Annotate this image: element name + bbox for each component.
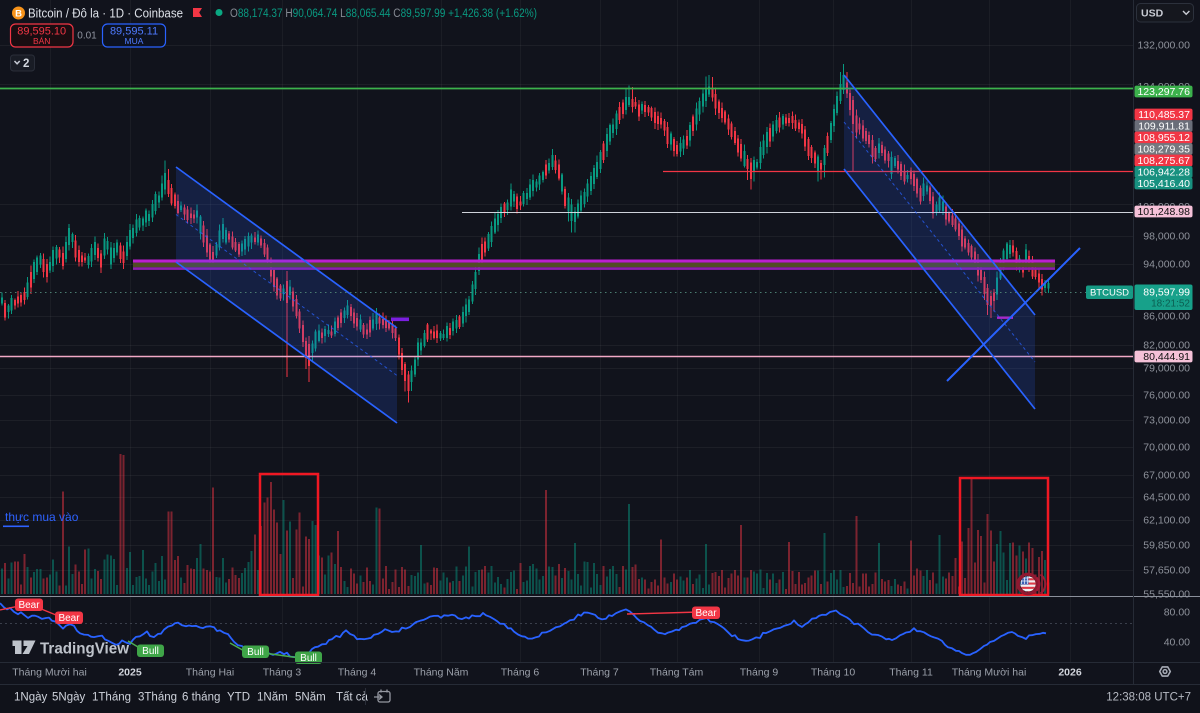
svg-text:110,485.37: 110,485.37 (1138, 109, 1190, 121)
svg-text:Bull: Bull (300, 653, 317, 664)
svg-text:79,000.00: 79,000.00 (1143, 363, 1190, 375)
svg-text:B: B (15, 8, 22, 19)
svg-text:2: 2 (23, 58, 29, 70)
svg-text:Tháng Mười hai: Tháng Mười hai (952, 667, 1027, 679)
svg-text:Tháng Hai: Tháng Hai (186, 667, 234, 679)
svg-text:O88,174.37 H90,064.74 L88,065.: O88,174.37 H90,064.74 L88,065.44 C89,597… (230, 8, 537, 20)
svg-text:Tháng Tám: Tháng Tám (650, 667, 704, 679)
svg-text:73,000.00: 73,000.00 (1143, 415, 1190, 427)
svg-text:55,550.00: 55,550.00 (1143, 589, 1190, 601)
svg-text:108,279.35: 108,279.35 (1137, 144, 1190, 156)
svg-text:67,000.00: 67,000.00 (1143, 470, 1190, 482)
svg-text:105,416.40: 105,416.40 (1137, 178, 1190, 190)
svg-text:TradingView: TradingView (40, 641, 130, 658)
svg-text:108,955.12: 108,955.12 (1137, 132, 1190, 144)
svg-text:Bear: Bear (18, 600, 40, 611)
svg-text:Tháng 7: Tháng 7 (580, 667, 619, 679)
svg-text:86,000.00: 86,000.00 (1143, 311, 1190, 323)
svg-text:80,444.91: 80,444.91 (1143, 351, 1190, 363)
svg-text:1Tháng: 1Tháng (92, 692, 131, 704)
svg-text:108,275.67: 108,275.67 (1137, 155, 1190, 167)
svg-text:80.00: 80.00 (1164, 607, 1190, 619)
svg-text:76,000.00: 76,000.00 (1143, 390, 1190, 402)
svg-text:18:21:52: 18:21:52 (1151, 299, 1190, 310)
svg-text:5Năm: 5Năm (295, 692, 326, 704)
svg-text:12:38:08 UTC+7: 12:38:08 UTC+7 (1106, 692, 1191, 704)
svg-text:132,000.00: 132,000.00 (1137, 40, 1190, 52)
svg-text:70,000.00: 70,000.00 (1143, 442, 1190, 454)
svg-text:Bear: Bear (695, 608, 717, 619)
svg-text:Tháng 9: Tháng 9 (740, 667, 779, 679)
svg-text:1Ngày: 1Ngày (14, 692, 47, 704)
svg-text:Tháng 10: Tháng 10 (811, 667, 856, 679)
svg-text:57,650.00: 57,650.00 (1143, 565, 1190, 577)
svg-text:89,597.99: 89,597.99 (1143, 287, 1190, 299)
svg-text:101,248.98: 101,248.98 (1137, 206, 1190, 218)
svg-text:0.01: 0.01 (77, 31, 97, 42)
svg-text:82,000.00: 82,000.00 (1143, 340, 1190, 352)
svg-text:106,942.28: 106,942.28 (1137, 167, 1190, 179)
svg-text:Tất cả: Tất cả (336, 692, 369, 704)
svg-text:123,297.76: 123,297.76 (1137, 86, 1190, 98)
svg-text:BÁN: BÁN (33, 36, 50, 46)
svg-text:2026: 2026 (1058, 667, 1082, 679)
svg-text:3Tháng: 3Tháng (138, 692, 177, 704)
svg-text:98,000.00: 98,000.00 (1143, 231, 1190, 243)
svg-text:94,000.00: 94,000.00 (1143, 259, 1190, 271)
svg-text:64,500.00: 64,500.00 (1143, 492, 1190, 504)
svg-text:2025: 2025 (118, 667, 142, 679)
svg-text:62,100.00: 62,100.00 (1143, 515, 1190, 527)
svg-text:89,595.11: 89,595.11 (110, 26, 158, 38)
svg-text:Bull: Bull (247, 647, 264, 658)
svg-text:Tháng Mười hai: Tháng Mười hai (12, 667, 87, 679)
svg-text:5Ngày: 5Ngày (52, 692, 85, 704)
svg-text:Tháng Năm: Tháng Năm (414, 667, 469, 679)
svg-text:USD: USD (1141, 8, 1164, 20)
svg-text:40.00: 40.00 (1164, 637, 1190, 649)
svg-text:Tháng 6: Tháng 6 (501, 667, 540, 679)
svg-text:Tháng 4: Tháng 4 (338, 667, 377, 679)
svg-text:1Năm: 1Năm (257, 692, 288, 704)
svg-text:MUA: MUA (125, 36, 144, 46)
svg-text:thực mua vào: thực mua vào (5, 510, 79, 524)
svg-text:Tháng 11: Tháng 11 (889, 667, 933, 679)
svg-text:Bull: Bull (142, 646, 159, 657)
svg-text:BTCUSD: BTCUSD (1090, 288, 1129, 299)
svg-text:59,850.00: 59,850.00 (1143, 540, 1190, 552)
svg-text:6 tháng: 6 tháng (182, 692, 220, 704)
svg-text:Tháng 3: Tháng 3 (263, 667, 302, 679)
svg-text:Bitcoin / Đô la · 1D · Coinbas: Bitcoin / Đô la · 1D · Coinbase (28, 7, 183, 21)
svg-text:YTD: YTD (227, 692, 250, 704)
svg-text:89,595.10: 89,595.10 (17, 26, 66, 38)
svg-text:Bear: Bear (58, 613, 80, 624)
svg-text:109,911.81: 109,911.81 (1138, 121, 1190, 133)
